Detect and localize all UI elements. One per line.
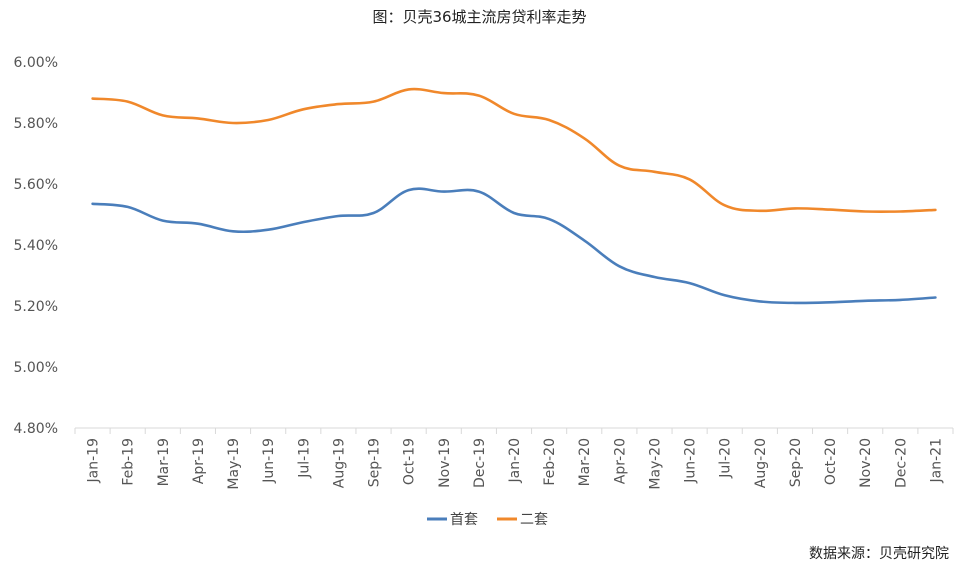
x-axis-ticks: Jan-19 Feb-19 Mar-19 Apr-19 May-19 Jun-19 Jul-… (74, 428, 954, 490)
legend-label: 二套 (520, 512, 548, 528)
series-line-0 (91, 187, 937, 305)
series-line-1 (91, 87, 937, 213)
x-tick-label: Oct-19 (402, 438, 418, 485)
x-tick-label: Jan-19 (86, 438, 102, 483)
x-tick-label: Aug-20 (753, 438, 769, 488)
x-tick-label: Jul-19 (296, 438, 312, 479)
x-tick-label: Feb-19 (121, 438, 137, 486)
x-tick-label: Feb-20 (542, 438, 558, 486)
y-tick-label: 4.80% (14, 421, 58, 437)
x-tick-label: Nov-20 (858, 438, 874, 488)
x-tick-label: Jun-20 (683, 438, 699, 484)
x-tick-label: Jan-21 (928, 438, 944, 483)
x-tick-label: Nov-19 (437, 438, 453, 488)
x-tick-label: Dec-20 (893, 438, 909, 488)
x-tick-label: Mar-19 (156, 438, 172, 486)
y-tick-label: 6.00% (14, 55, 58, 71)
x-tick-label: Jun-19 (261, 438, 277, 484)
x-tick-label: Apr-19 (191, 438, 207, 484)
legend: 首套 二套 (427, 512, 548, 528)
x-tick-label: Mar-20 (577, 438, 593, 486)
x-tick-label: Aug-19 (331, 438, 347, 488)
y-tick-label: 5.40% (14, 238, 58, 254)
x-tick-label: May-19 (226, 438, 242, 490)
y-tick-label: 5.00% (14, 360, 58, 376)
y-axis-ticks: 4.80% 5.00% 5.20% 5.40% 5.60% 5.80% 6.00% (14, 55, 58, 437)
y-tick-label: 5.20% (14, 299, 58, 315)
y-tick-label: 5.80% (14, 116, 58, 132)
series-lines (91, 87, 937, 305)
x-tick-label: May-20 (647, 438, 663, 490)
x-tick-label: Sep-19 (367, 438, 383, 487)
x-tick-label: Apr-20 (612, 438, 628, 484)
chart-title: 图：贝壳36城主流房贷利率走势 (372, 8, 587, 26)
legend-label: 首套 (450, 512, 478, 528)
x-tick-label: Jul-20 (718, 438, 734, 479)
x-tick-label: Oct-20 (823, 438, 839, 485)
y-tick-label: 5.60% (14, 177, 58, 193)
x-tick-label: Sep-20 (788, 438, 804, 487)
source-note: 数据来源：贝壳研究院 (809, 546, 949, 562)
x-tick-label: Dec-19 (472, 438, 488, 488)
x-tick-label: Jan-20 (507, 438, 523, 483)
